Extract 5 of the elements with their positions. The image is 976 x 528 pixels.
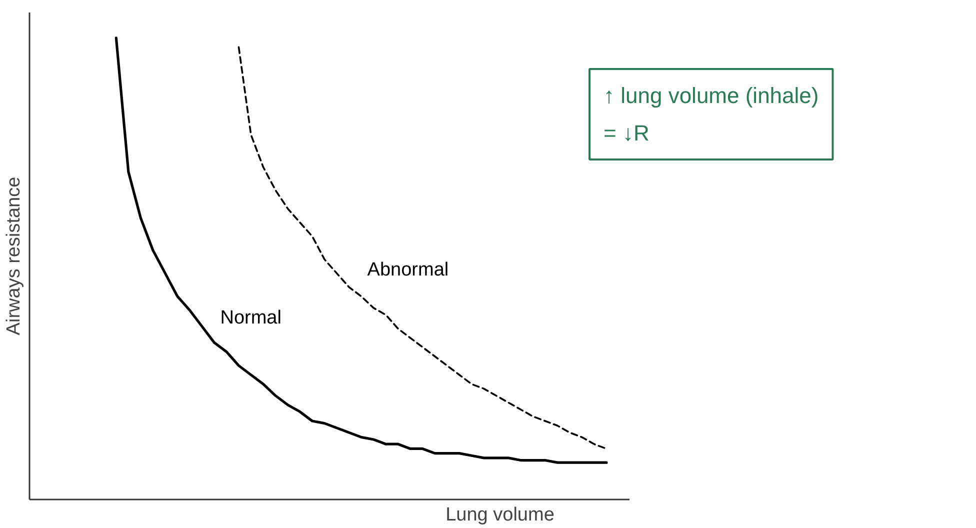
series-label: Normal	[220, 308, 282, 329]
y-axis-title: Airways resistance	[4, 176, 24, 336]
series-label: Abnormal	[367, 259, 449, 280]
annotation: ↑ lung volume (inhale) = ↓R	[604, 83, 819, 146]
x-axis-title: Lung volume	[446, 504, 554, 526]
